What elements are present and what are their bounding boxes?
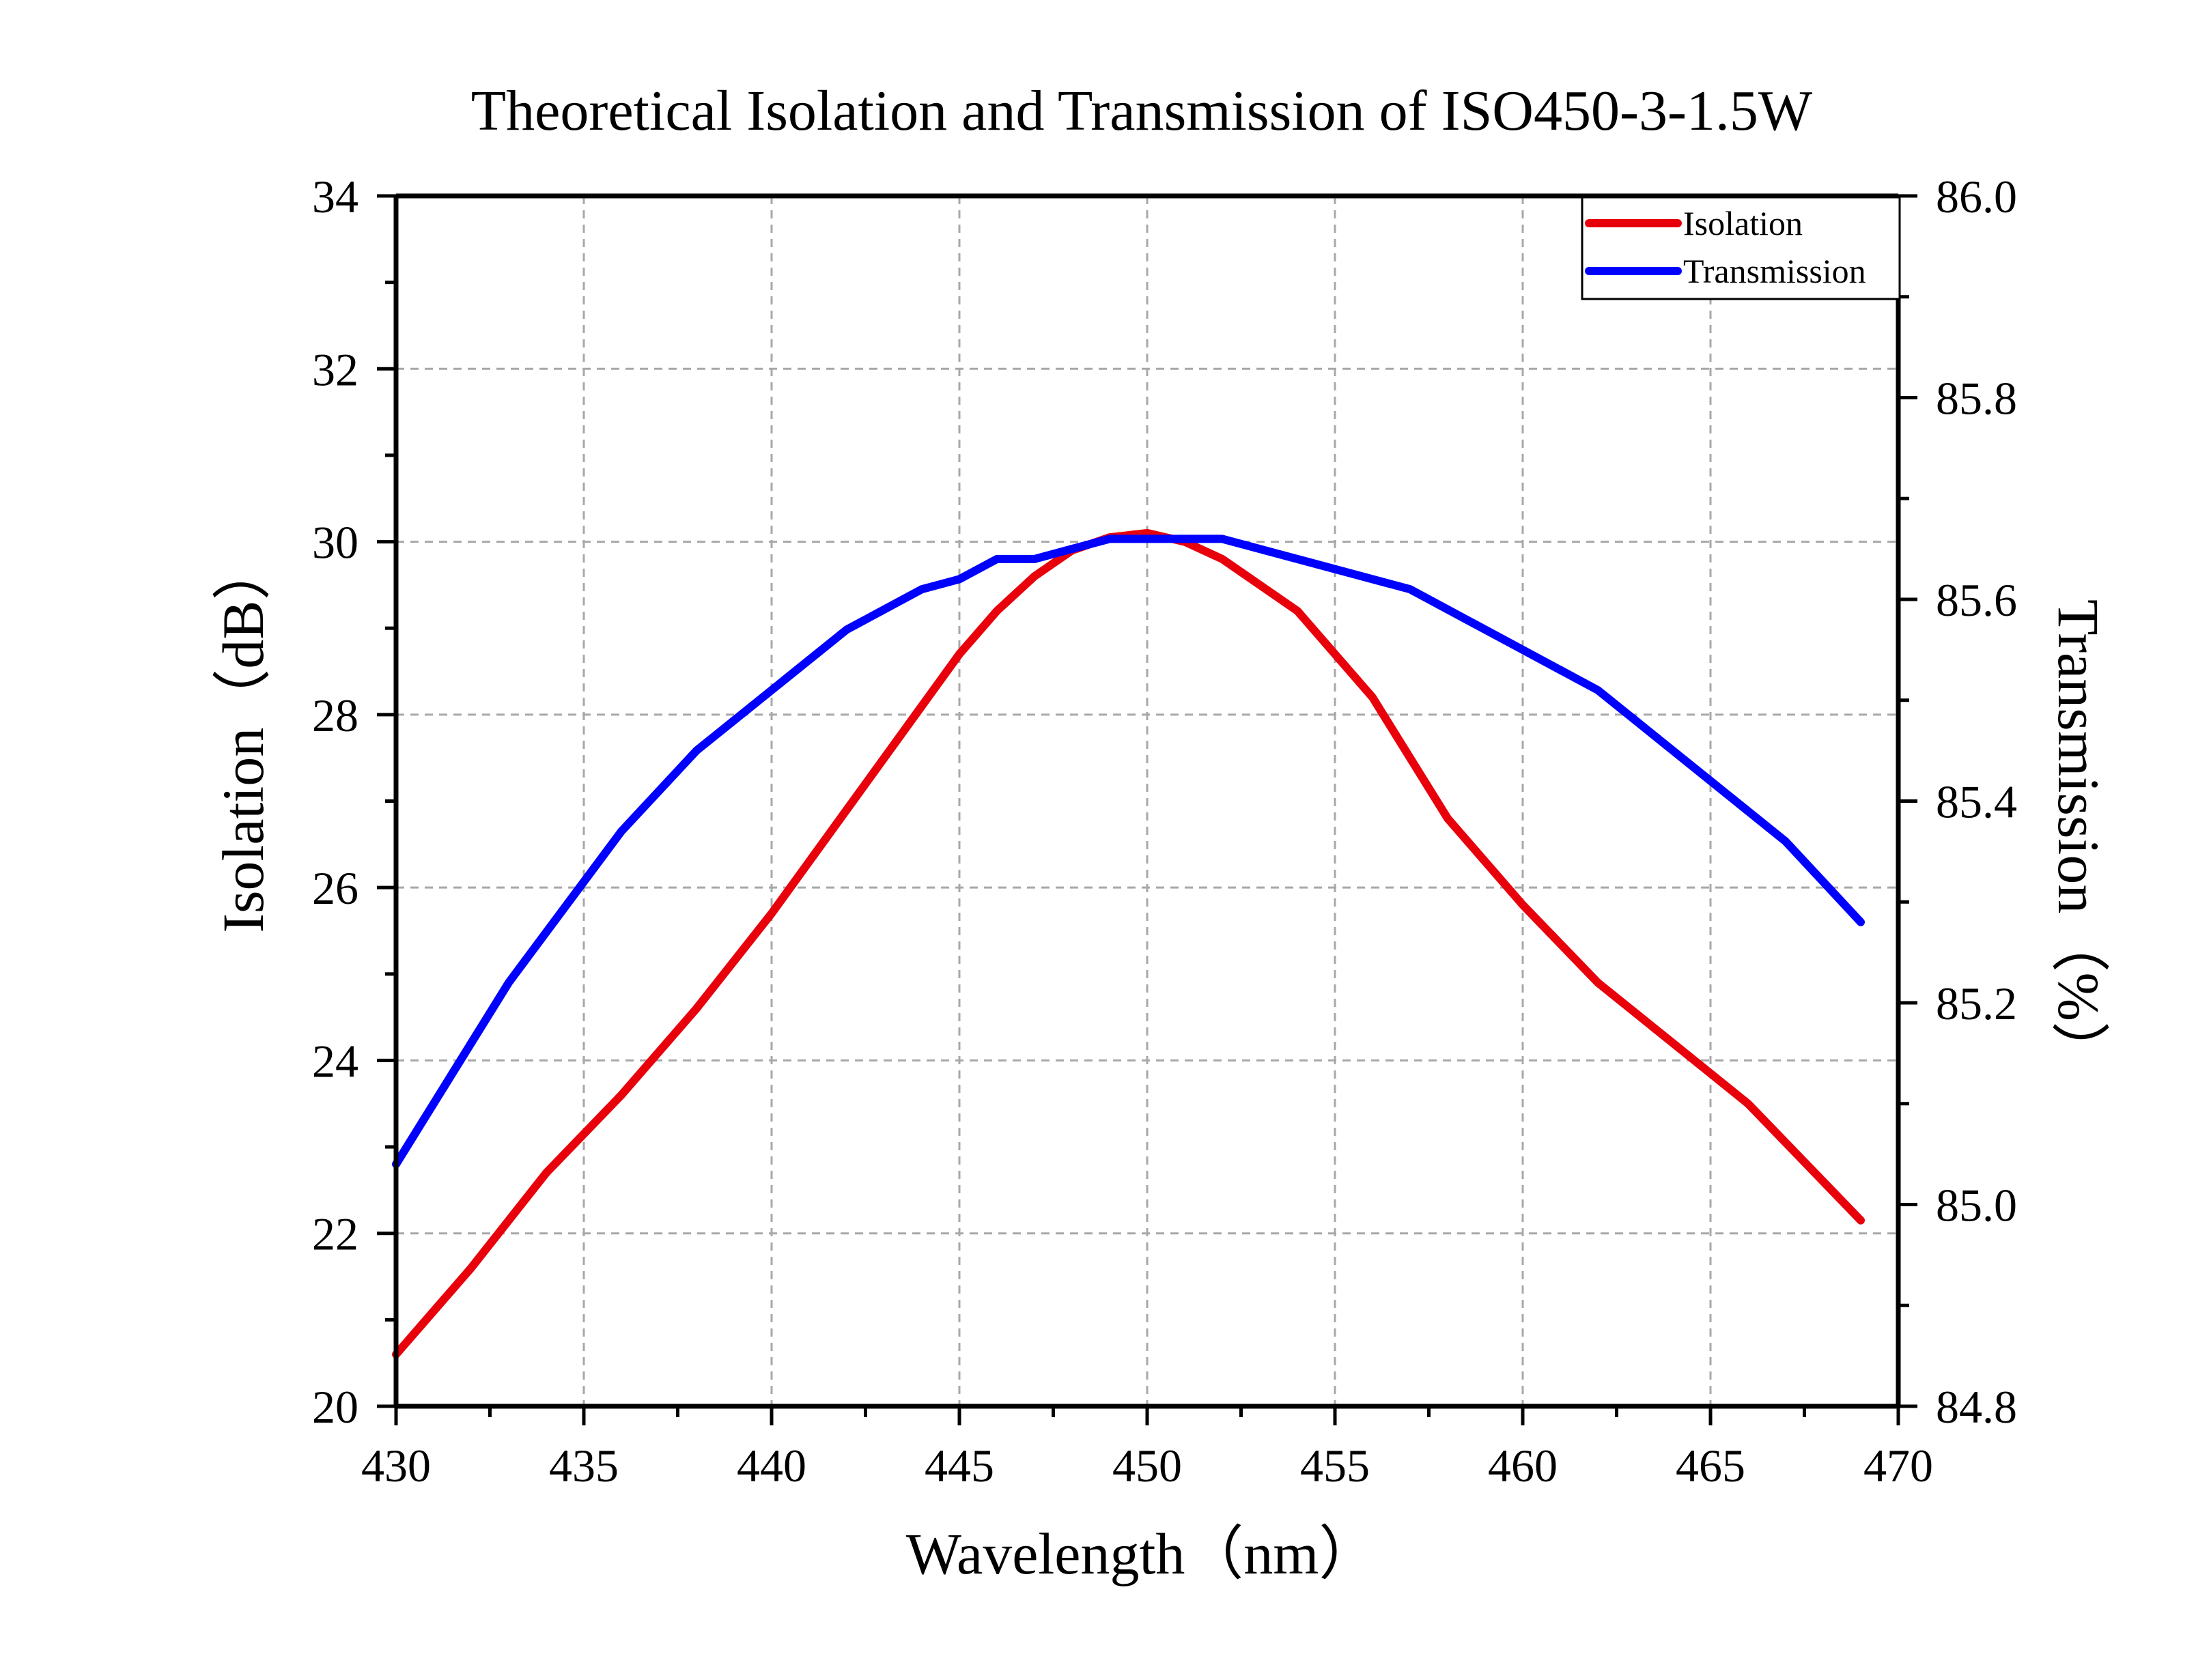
y-tick-label: 20	[312, 1381, 358, 1433]
y2-tick-label: 85.8	[1936, 373, 2017, 425]
y-tick-label: 30	[312, 517, 358, 569]
y-tick-label: 26	[312, 862, 358, 914]
x-tick-label: 465	[1676, 1440, 1745, 1492]
y-tick-label: 32	[312, 343, 358, 395]
x-tick-label: 450	[1112, 1440, 1182, 1492]
legend-box	[1581, 196, 1901, 300]
x-axis-label: Wavelength（nm）	[906, 1521, 1377, 1586]
y-tick-label: 24	[312, 1035, 358, 1087]
x-tick-label: 435	[549, 1440, 619, 1492]
y2-tick-label: 85.6	[1936, 574, 2017, 626]
series-line-transmission	[392, 535, 1865, 1169]
legend-label-isolation: Isolation	[1683, 204, 1803, 242]
y-axis-label: Isolation（dB）	[210, 541, 276, 932]
legend: Isolation Transmission	[1581, 196, 1901, 300]
chart-title: Theoretical Isolation and Transmission o…	[471, 79, 1813, 143]
legend-label-transmission: Transmission	[1683, 252, 1866, 290]
y2-tick-label: 85.0	[1936, 1180, 2017, 1231]
x-tick-label: 440	[737, 1440, 806, 1492]
y2-tick-label: 85.4	[1936, 776, 2017, 828]
series-lines	[392, 528, 1865, 1358]
y2-tick-label: 84.8	[1936, 1381, 2017, 1433]
y-tick-label: 34	[312, 171, 358, 223]
tick-labels: 430 435 440 445 450 455 460 465 470 20 22 24 26 28 30 3…	[312, 171, 2017, 1492]
x-tick-label: 470	[1863, 1440, 1933, 1492]
x-tick-label: 430	[361, 1440, 431, 1492]
y2-axis-label: Transmission（%）	[2046, 599, 2111, 1080]
x-tick-label: 455	[1300, 1440, 1370, 1492]
y2-tick-label: 86.0	[1936, 171, 2017, 223]
x-tick-label: 460	[1488, 1440, 1558, 1492]
y-tick-label: 28	[312, 689, 358, 741]
axes	[377, 193, 1917, 1425]
x-tick-label: 445	[925, 1440, 994, 1492]
y-tick-label: 22	[312, 1208, 358, 1260]
y2-tick-label: 85.2	[1936, 978, 2017, 1029]
